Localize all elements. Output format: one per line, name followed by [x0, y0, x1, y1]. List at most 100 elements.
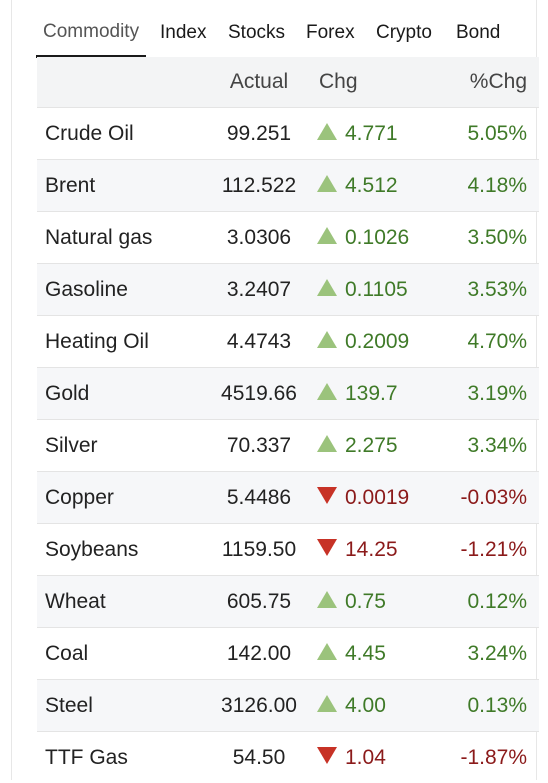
change-text: 1.04 — [345, 746, 386, 769]
actual-value: 3.2407 — [203, 264, 315, 316]
actual-value: 605.75 — [203, 576, 315, 628]
actual-value: 4.4743 — [203, 316, 315, 368]
commodity-name[interactable]: Wheat — [37, 576, 203, 628]
change-text: 4.45 — [345, 642, 386, 665]
actual-value: 5.4486 — [203, 472, 315, 524]
tab-stocks[interactable]: Stocks — [228, 22, 285, 44]
triangle-down-icon — [317, 539, 337, 556]
change-value: 139.7 — [315, 368, 439, 420]
column-header-actual[interactable]: Actual — [203, 57, 315, 108]
commodity-name[interactable]: TTF Gas — [37, 732, 203, 783]
change-value: 0.1026 — [315, 212, 439, 264]
percent-change-value: 3.19% — [439, 368, 539, 420]
actual-value: 70.337 — [203, 420, 315, 472]
triangle-down-icon — [317, 487, 337, 504]
percent-change-value: -0.03% — [439, 472, 539, 524]
triangle-up-icon — [317, 227, 337, 244]
change-value: 0.2009 — [315, 316, 439, 368]
commodity-quotes-widget: Commodity Index Stocks Forex Crypto Bond… — [11, 0, 537, 780]
change-value: 4.512 — [315, 160, 439, 212]
percent-change-value: -1.87% — [439, 732, 539, 783]
column-header-pct-chg[interactable]: %Chg — [439, 57, 539, 108]
change-value: 14.25 — [315, 524, 439, 576]
commodity-name[interactable]: Heating Oil — [37, 316, 203, 368]
commodity-name[interactable]: Coal — [37, 628, 203, 680]
actual-value: 1159.50 — [203, 524, 315, 576]
commodity-name[interactable]: Crude Oil — [37, 108, 203, 160]
triangle-up-icon — [317, 591, 337, 608]
change-text: 4.512 — [345, 174, 398, 197]
change-text: 2.275 — [345, 434, 398, 457]
commodity-name[interactable]: Brent — [37, 160, 203, 212]
triangle-up-icon — [317, 695, 337, 712]
change-text: 0.1026 — [345, 226, 409, 249]
actual-value: 99.251 — [203, 108, 315, 160]
triangle-up-icon — [317, 279, 337, 296]
triangle-up-icon — [317, 123, 337, 140]
market-tabs: Commodity Index Stocks Forex Crypto Bond — [12, 0, 538, 58]
tab-commodity[interactable]: Commodity — [43, 21, 139, 43]
change-value: 4.45 — [315, 628, 439, 680]
tab-forex[interactable]: Forex — [306, 22, 355, 44]
triangle-up-icon — [317, 643, 337, 660]
column-header-name — [37, 57, 203, 108]
change-value: 0.75 — [315, 576, 439, 628]
change-value: 4.771 — [315, 108, 439, 160]
change-text: 0.0019 — [345, 486, 409, 509]
actual-value: 112.522 — [203, 160, 315, 212]
commodity-name[interactable]: Natural gas — [37, 212, 203, 264]
actual-value: 3.0306 — [203, 212, 315, 264]
percent-change-value: 3.34% — [439, 420, 539, 472]
percent-change-value: 3.50% — [439, 212, 539, 264]
change-text: 0.1105 — [345, 278, 408, 301]
percent-change-value: 3.53% — [439, 264, 539, 316]
change-text: 4.771 — [345, 122, 398, 145]
triangle-up-icon — [317, 435, 337, 452]
actual-value: 3126.00 — [203, 680, 315, 732]
commodity-name[interactable]: Silver — [37, 420, 203, 472]
tab-index[interactable]: Index — [160, 22, 206, 44]
change-text: 0.75 — [345, 590, 386, 613]
change-value: 4.00 — [315, 680, 439, 732]
change-text: 4.00 — [345, 694, 386, 717]
actual-value: 54.50 — [203, 732, 315, 783]
commodity-name[interactable]: Gasoline — [37, 264, 203, 316]
tab-crypto[interactable]: Crypto — [376, 22, 432, 44]
commodity-name[interactable]: Soybeans — [37, 524, 203, 576]
commodity-name[interactable]: Steel — [37, 680, 203, 732]
change-value: 0.1105 — [315, 264, 439, 316]
table-header-row: Actual Chg %Chg — [37, 57, 539, 108]
commodity-name[interactable]: Copper — [37, 472, 203, 524]
change-text: 139.7 — [345, 382, 398, 405]
change-text: 0.2009 — [345, 330, 409, 353]
change-text: 14.25 — [345, 538, 398, 561]
column-header-chg[interactable]: Chg — [315, 57, 439, 108]
actual-value: 142.00 — [203, 628, 315, 680]
change-value: 1.04 — [315, 732, 439, 783]
percent-change-value: 0.13% — [439, 680, 539, 732]
triangle-down-icon — [317, 747, 337, 764]
percent-change-value: 3.24% — [439, 628, 539, 680]
tab-bond[interactable]: Bond — [456, 22, 500, 44]
commodity-name[interactable]: Gold — [37, 368, 203, 420]
percent-change-value: -1.21% — [439, 524, 539, 576]
percent-change-value: 5.05% — [439, 108, 539, 160]
percent-change-value: 0.12% — [439, 576, 539, 628]
change-value: 2.275 — [315, 420, 439, 472]
change-value: 0.0019 — [315, 472, 439, 524]
actual-value: 4519.66 — [203, 368, 315, 420]
